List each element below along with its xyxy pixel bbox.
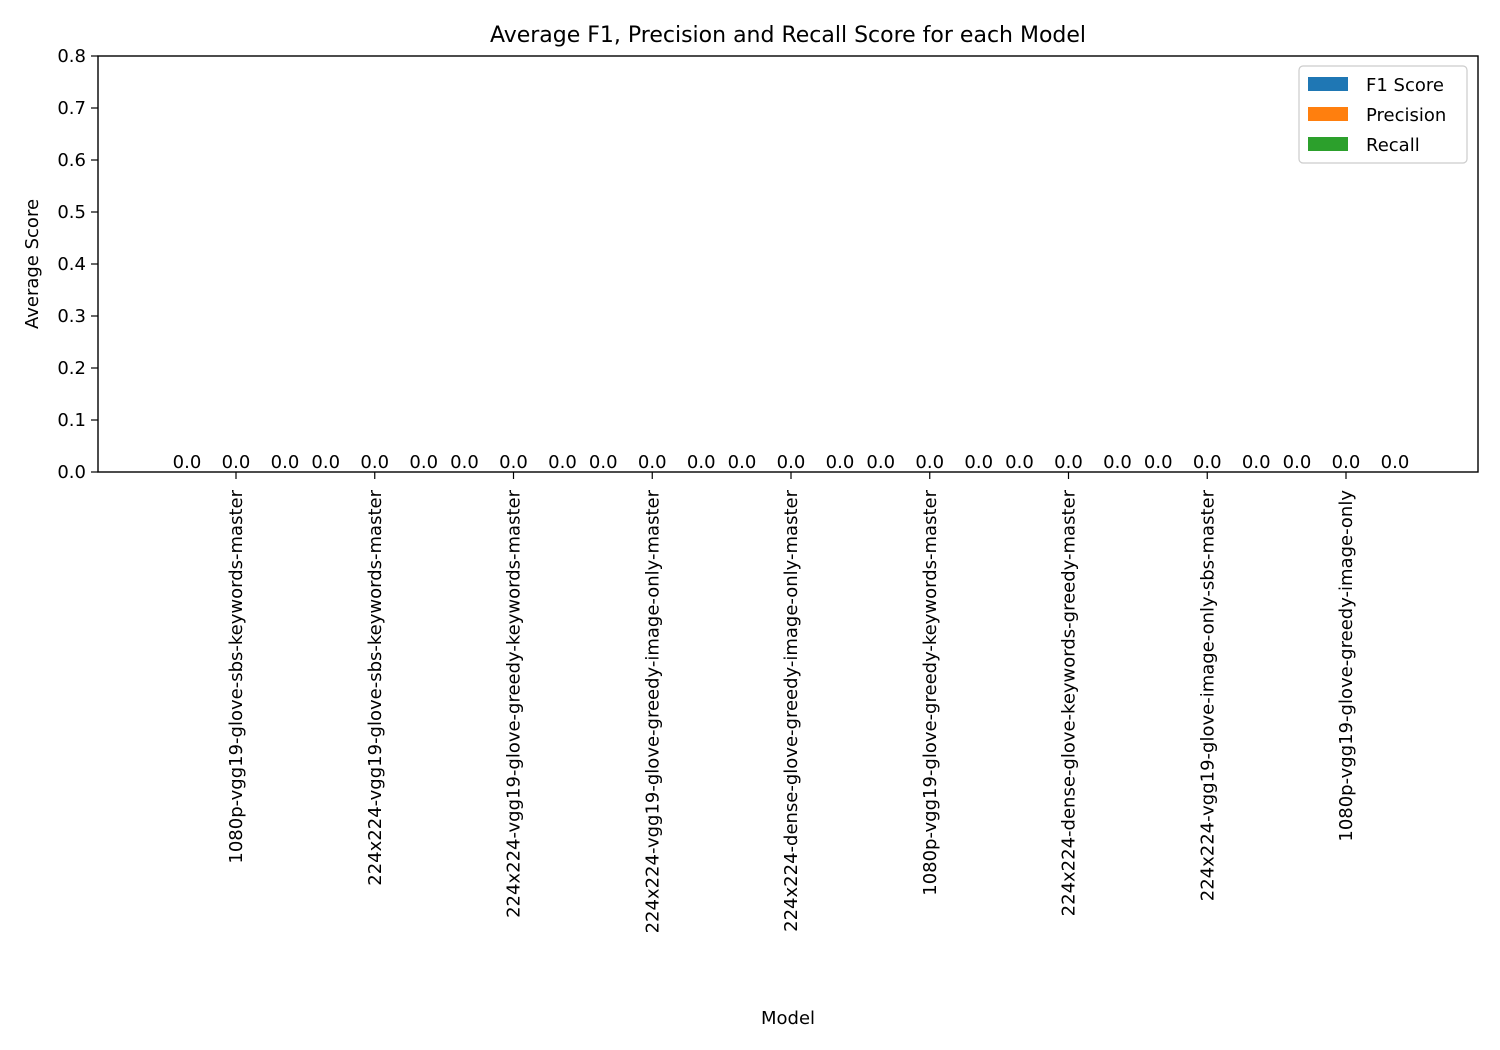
- y-axis-label: Average Score: [22, 199, 43, 329]
- legend-label: Precision: [1366, 105, 1446, 126]
- y-tick-label: 0.7: [57, 98, 86, 119]
- y-tick-label: 0.4: [57, 254, 86, 275]
- bar-value-label: 0.0: [866, 452, 895, 473]
- legend-swatch: [1308, 77, 1348, 91]
- bar-value-label: 0.0: [826, 452, 855, 473]
- bar-value-label: 0.0: [409, 452, 438, 473]
- bar-value-label: 0.0: [1381, 452, 1410, 473]
- bar-value-label: 0.0: [499, 452, 528, 473]
- x-axis-label: Model: [761, 1008, 815, 1029]
- legend-swatch: [1308, 107, 1348, 121]
- y-tick-label: 0.3: [57, 306, 86, 327]
- bar-value-label: 0.0: [1144, 452, 1173, 473]
- bar-value-label: 0.0: [360, 452, 389, 473]
- bar-data-labels: 0.0 0.0 0.0 0.0 0.0 0.0 0.0 0.0 0.0 0.0 0.0 0.0 0.0 0…: [173, 452, 1410, 473]
- bar-value-label: 0.0: [271, 452, 300, 473]
- bar-value-label: 0.0: [915, 452, 944, 473]
- chart-title: Average F1, Precision and Recall Score f…: [490, 23, 1086, 48]
- y-tick-label: 0.5: [57, 202, 86, 223]
- bar-value-label: 0.0: [1242, 452, 1271, 473]
- bar-value-label: 0.0: [1193, 452, 1222, 473]
- bar-value-label: 0.0: [777, 452, 806, 473]
- bar-value-label: 0.0: [638, 452, 667, 473]
- y-tick-label: 0.6: [57, 150, 86, 171]
- y-tick-label: 0.2: [57, 358, 86, 379]
- y-tick-label: 0.8: [57, 46, 86, 67]
- x-tick-label: 224x224-vgg19-glove-sbs-keywords-master: [365, 489, 386, 885]
- x-tick-label: 1080p-vgg19-glove-greedy-image-only: [1336, 490, 1357, 842]
- bar-value-label: 0.0: [964, 452, 993, 473]
- bar-value-label: 0.0: [311, 452, 340, 473]
- bar-value-label: 0.0: [1103, 452, 1132, 473]
- x-axis-ticks: 1080p-vgg19-glove-sbs-keywords-master 224…: [226, 472, 1357, 933]
- bar-value-label: 0.0: [222, 452, 251, 473]
- bar-value-label: 0.0: [173, 452, 202, 473]
- bar-value-label: 0.0: [589, 452, 618, 473]
- x-tick-label: 224x224-vgg19-glove-greedy-image-only-ma…: [642, 489, 663, 933]
- x-tick-label: 224x224-vgg19-glove-greedy-keywords-mast…: [504, 489, 525, 917]
- x-tick-label: 224x224-dense-glove-keywords-greedy-mast…: [1059, 489, 1080, 916]
- x-tick-label: 224x224-vgg19-glove-image-only-sbs-maste…: [1197, 489, 1218, 901]
- bar-value-label: 0.0: [687, 452, 716, 473]
- legend-label: Recall: [1366, 135, 1420, 156]
- bar-value-label: 0.0: [548, 452, 577, 473]
- y-axis-ticks: 0.0 0.1 0.2 0.3 0.4 0.5 0.6 0.7 0.8: [57, 46, 98, 483]
- bar-value-label: 0.0: [1283, 452, 1312, 473]
- legend-label: F1 Score: [1366, 75, 1444, 96]
- plot-frame: [97, 55, 1479, 473]
- bar-value-label: 0.0: [450, 452, 479, 473]
- y-tick-label: 0.0: [57, 462, 86, 483]
- bar-value-label: 0.0: [1332, 452, 1361, 473]
- y-tick-label: 0.1: [57, 410, 86, 431]
- x-tick-label: 224x224-dense-glove-greedy-image-only-ma…: [781, 489, 802, 931]
- x-tick-label: 1080p-vgg19-glove-sbs-keywords-master: [226, 489, 247, 863]
- bar-value-label: 0.0: [1005, 452, 1034, 473]
- bar-value-label: 0.0: [728, 452, 757, 473]
- bar-value-label: 0.0: [1054, 452, 1083, 473]
- legend: F1 Score Precision Recall: [1298, 65, 1468, 164]
- legend-swatch: [1308, 137, 1348, 151]
- x-tick-label: 1080p-vgg19-glove-greedy-keywords-master: [920, 489, 941, 895]
